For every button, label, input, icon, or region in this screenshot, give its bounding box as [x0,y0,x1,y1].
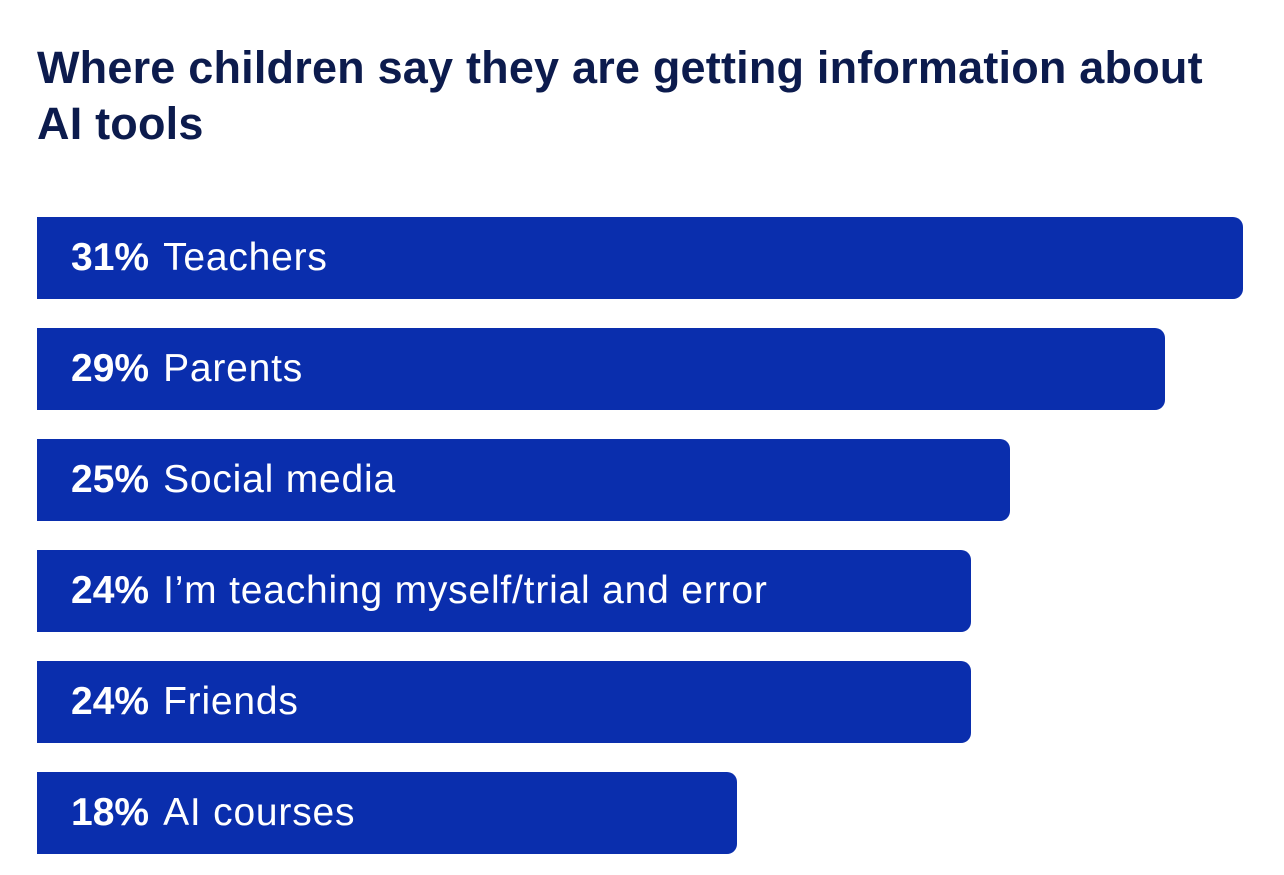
bar-category-label: Parents [163,347,304,390]
bar: 24% I’m teaching myself/trial and error [37,550,971,632]
bar-category-label: Teachers [163,236,328,279]
bar: 31% Teachers [37,217,1243,299]
bar-chart: 31% Teachers 29% Parents 25% Social media 24% I… [37,217,1243,857]
bar-value-label: 29% [71,347,150,390]
bar-category-label: Social media [163,458,396,501]
bar-category-label: I’m teaching myself/trial and error [163,569,768,612]
bar: 18% AI courses [37,772,737,854]
bar-value-label: 31% [71,236,150,279]
bar-category-label: Friends [163,680,299,723]
bar-value-label: 25% [71,458,150,501]
bar: 29% Parents [37,328,1165,410]
bar: 25% Social media [37,439,1010,521]
bar-value-label: 18% [71,791,150,834]
bar-value-label: 24% [71,680,150,723]
bar-category-label: AI courses [163,791,356,834]
chart-title: Where children say they are getting info… [37,42,1203,149]
bar: 24% Friends [37,661,971,743]
bar-value-label: 24% [71,569,150,612]
